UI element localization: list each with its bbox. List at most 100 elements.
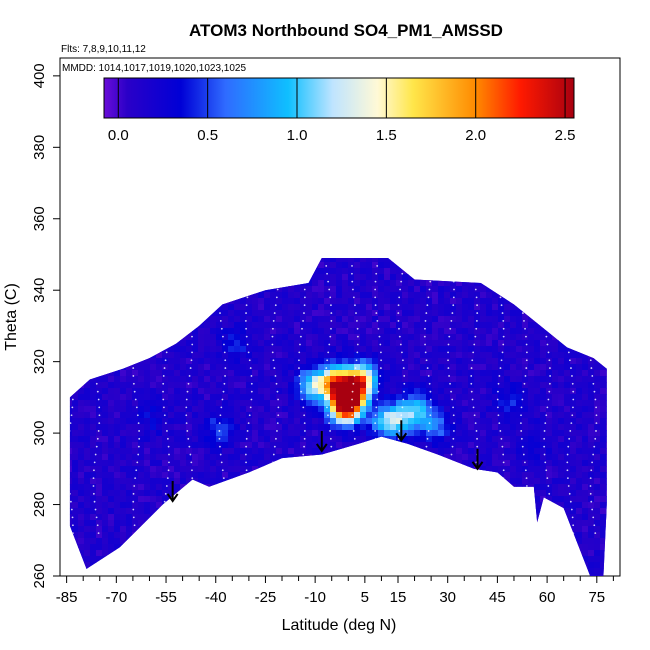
heatmap-cell [108,460,115,467]
heatmap-cell [276,310,283,317]
heatmap-cell [288,346,295,353]
heatmap-cell [354,322,361,329]
heatmap-cell [498,394,505,401]
heatmap-cell [360,394,367,401]
heatmap-cell [162,466,169,473]
heatmap-cell [336,258,343,263]
heatmap-cell [72,478,79,485]
heatmap-cell [384,358,391,365]
heatmap-cell [84,382,91,389]
heatmap-cell [528,334,535,341]
heatmap-cell [204,334,211,341]
heatmap-cell [264,430,271,437]
heatmap-cell [342,262,349,269]
heatmap-cell [486,466,493,473]
heatmap-cell [456,310,463,317]
heatmap-cell [150,454,157,461]
heatmap-cell [408,382,415,389]
heatmap-cell [318,352,325,359]
heatmap-cell [342,310,349,317]
heatmap-cell [468,406,475,413]
heatmap-cell [504,340,511,347]
heatmap-cell [330,286,337,293]
heatmap-cell [120,532,127,539]
heatmap-cell [180,388,187,395]
heatmap-cell [486,454,493,461]
heatmap-cell [372,298,379,305]
heatmap-cell [354,292,361,299]
heatmap-cell [276,286,283,293]
heatmap-cell [78,490,85,497]
heatmap-cell [354,346,361,353]
heatmap-cell [234,334,241,341]
heatmap-cell [342,370,349,377]
heatmap-cell [144,418,151,425]
heatmap-cell [276,298,283,305]
heatmap-cell [174,382,181,389]
heatmap-cell [426,358,433,365]
heatmap-cell [120,538,127,545]
heatmap-cell [198,352,205,359]
heatmap-cell [282,328,289,335]
heatmap-cell [126,514,133,521]
heatmap-cell [504,412,511,419]
heatmap-cell [240,364,247,371]
heatmap-cell [258,430,265,437]
heatmap-cell [114,430,121,437]
heatmap-cell [276,376,283,383]
heatmap-cell [234,358,241,365]
heatmap-cell [222,352,229,359]
heatmap-cell [234,328,241,335]
heatmap-cell [348,298,355,305]
heatmap-cell [156,352,163,359]
heatmap-cell [108,436,115,443]
heatmap-cell [414,388,421,395]
heatmap-cell [534,394,541,401]
heatmap-cell [510,322,517,329]
heatmap-cell [408,316,415,323]
heatmap-cell [168,430,175,437]
heatmap-cell [300,394,307,401]
heatmap-cell [306,424,313,431]
heatmap-cell [414,430,421,437]
heatmap-cell [126,418,133,425]
heatmap-cell [408,310,415,317]
heatmap-cell [228,448,235,455]
heatmap-cell [258,454,265,461]
heatmap-cell [528,418,535,425]
heatmap-cell [540,334,547,341]
heatmap-cell [192,460,199,467]
heatmap-cell [408,340,415,347]
heatmap-cell [156,418,163,425]
heatmap-cell [414,310,421,317]
heatmap-cell [270,358,277,365]
heatmap-cell [504,382,511,389]
heatmap-cell [240,328,247,335]
heatmap-cell [492,304,499,311]
heatmap-cell [438,346,445,353]
heatmap-cell [102,412,109,419]
heatmap-cell [246,406,253,413]
heatmap-cell [114,394,121,401]
heatmap-cell [300,406,307,413]
heatmap-cell [366,334,373,341]
heatmap-cell [288,400,295,407]
heatmap-cell [282,412,289,419]
heatmap-cell [366,424,373,431]
heatmap-cell [270,406,277,413]
heatmap-cell [456,412,463,419]
heatmap-cell [198,406,205,413]
heatmap-cell [312,388,319,395]
heatmap-cell [270,448,277,455]
heatmap-cell [198,442,205,449]
heatmap-cell [384,316,391,323]
heatmap-cell [330,358,337,365]
heatmap-cell [294,370,301,377]
heatmap-cell [534,514,541,521]
heatmap-cell [348,304,355,311]
heatmap-cell [306,412,313,419]
heatmap-cell [426,364,433,371]
heatmap-cell [276,340,283,347]
heatmap-cell [480,364,487,371]
heatmap-cell [186,442,193,449]
